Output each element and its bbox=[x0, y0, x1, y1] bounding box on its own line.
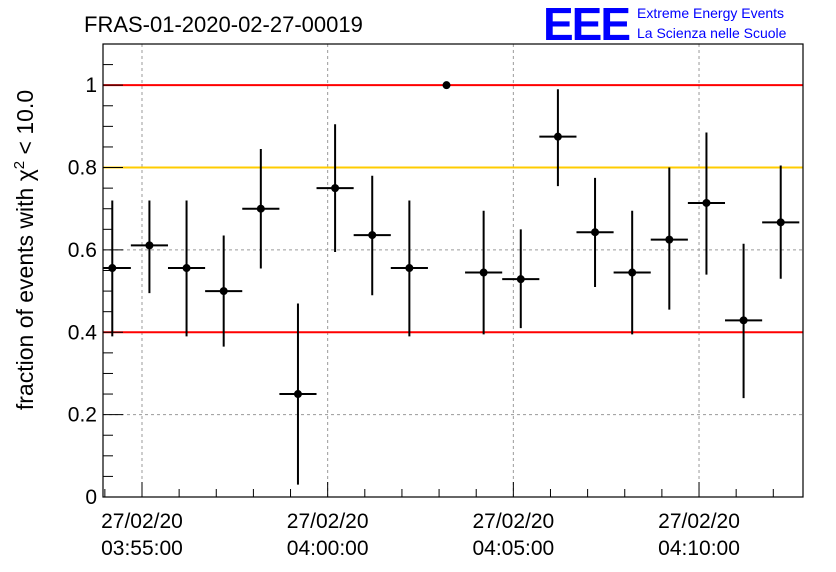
point-marker bbox=[145, 241, 154, 250]
plot-frame bbox=[102, 43, 804, 498]
data-point bbox=[442, 81, 451, 90]
point-marker bbox=[293, 390, 302, 399]
point-marker bbox=[516, 275, 525, 284]
data-point bbox=[130, 200, 168, 294]
y-axis-label-prefix: fraction of events with bbox=[12, 181, 38, 410]
x-tick-date: 27/02/20 bbox=[658, 510, 740, 533]
data-point bbox=[465, 210, 503, 335]
data-point bbox=[353, 175, 391, 296]
data-point bbox=[613, 210, 651, 335]
data-point bbox=[242, 149, 280, 269]
reference-lines bbox=[103, 84, 803, 334]
x-tick-date: 27/02/20 bbox=[472, 510, 554, 533]
data-point bbox=[316, 124, 354, 252]
point-marker bbox=[368, 231, 377, 240]
point-marker bbox=[182, 264, 191, 273]
point-marker bbox=[739, 316, 748, 325]
x-tick-time: 04:10:00 bbox=[658, 537, 740, 560]
y-axis-label-symbol: χ bbox=[12, 169, 38, 181]
chart-title: FRAS-01-2020-02-27-00019 bbox=[84, 12, 363, 37]
point-marker bbox=[665, 235, 674, 244]
x-tick-label: 27/02/20 04:00:00 bbox=[287, 510, 369, 560]
x-tick-time: 04:00:00 bbox=[287, 537, 369, 560]
axes-frame bbox=[102, 43, 804, 498]
data-point bbox=[167, 200, 206, 337]
point-marker bbox=[628, 268, 637, 277]
y-tick-label: 0.6 bbox=[68, 239, 97, 262]
point-marker bbox=[331, 184, 340, 193]
tick-layer: 0 0.2 0.4 0.6 0.8 1 27/02/20 03:55:00 27/02/20 04… bbox=[68, 43, 774, 560]
x-tick-label: 27/02/20 04:05:00 bbox=[472, 510, 554, 560]
point-marker bbox=[702, 198, 711, 207]
point-marker bbox=[776, 218, 785, 227]
point-marker bbox=[219, 287, 228, 296]
data-point bbox=[650, 167, 688, 310]
data-points bbox=[103, 81, 800, 485]
y-axis-label-exponent: 2 bbox=[11, 161, 28, 169]
x-tick-time: 04:05:00 bbox=[472, 537, 554, 560]
data-point bbox=[576, 177, 614, 287]
y-axis-label: fraction of events with χ2 < 10.0 bbox=[11, 90, 38, 410]
point-marker bbox=[405, 264, 414, 273]
y-tick-label: 0.8 bbox=[68, 157, 97, 180]
y-tick-label: 0.2 bbox=[68, 404, 97, 427]
x-tick-date: 27/02/20 bbox=[101, 510, 183, 533]
y-tick-label: 0 bbox=[85, 486, 97, 509]
point-marker bbox=[591, 228, 600, 237]
y-tick-label: 0.4 bbox=[68, 321, 98, 344]
data-point bbox=[103, 200, 131, 337]
y-axis-label-suffix: < 10.0 bbox=[12, 90, 38, 161]
x-tick-date: 27/02/20 bbox=[287, 510, 369, 533]
y-tick-label: 1 bbox=[85, 74, 97, 97]
logo-mark: EEE bbox=[543, 0, 629, 50]
point-marker bbox=[108, 264, 117, 273]
x-tick-label: 27/02/20 04:10:00 bbox=[658, 510, 740, 560]
grid-layer bbox=[103, 44, 803, 497]
data-point bbox=[279, 303, 317, 485]
data-point bbox=[687, 132, 726, 275]
point-marker bbox=[553, 132, 562, 141]
logo-line-2: La Scienza nelle Scuole bbox=[637, 25, 787, 41]
point-marker bbox=[442, 81, 451, 90]
eee-logo: EEE Extreme Energy Events La Scienza nel… bbox=[543, 0, 787, 50]
logo-line-1: Extreme Energy Events bbox=[637, 5, 784, 21]
data-point bbox=[390, 200, 428, 337]
data-point bbox=[205, 235, 243, 347]
x-tick-time: 03:55:00 bbox=[101, 537, 183, 560]
point-marker bbox=[479, 268, 488, 277]
data-point bbox=[539, 89, 577, 187]
point-marker bbox=[256, 204, 265, 213]
data-point bbox=[725, 243, 763, 399]
x-tick-label: 27/02/20 03:55:00 bbox=[101, 510, 183, 560]
data-point bbox=[762, 165, 800, 279]
data-point bbox=[502, 229, 540, 329]
